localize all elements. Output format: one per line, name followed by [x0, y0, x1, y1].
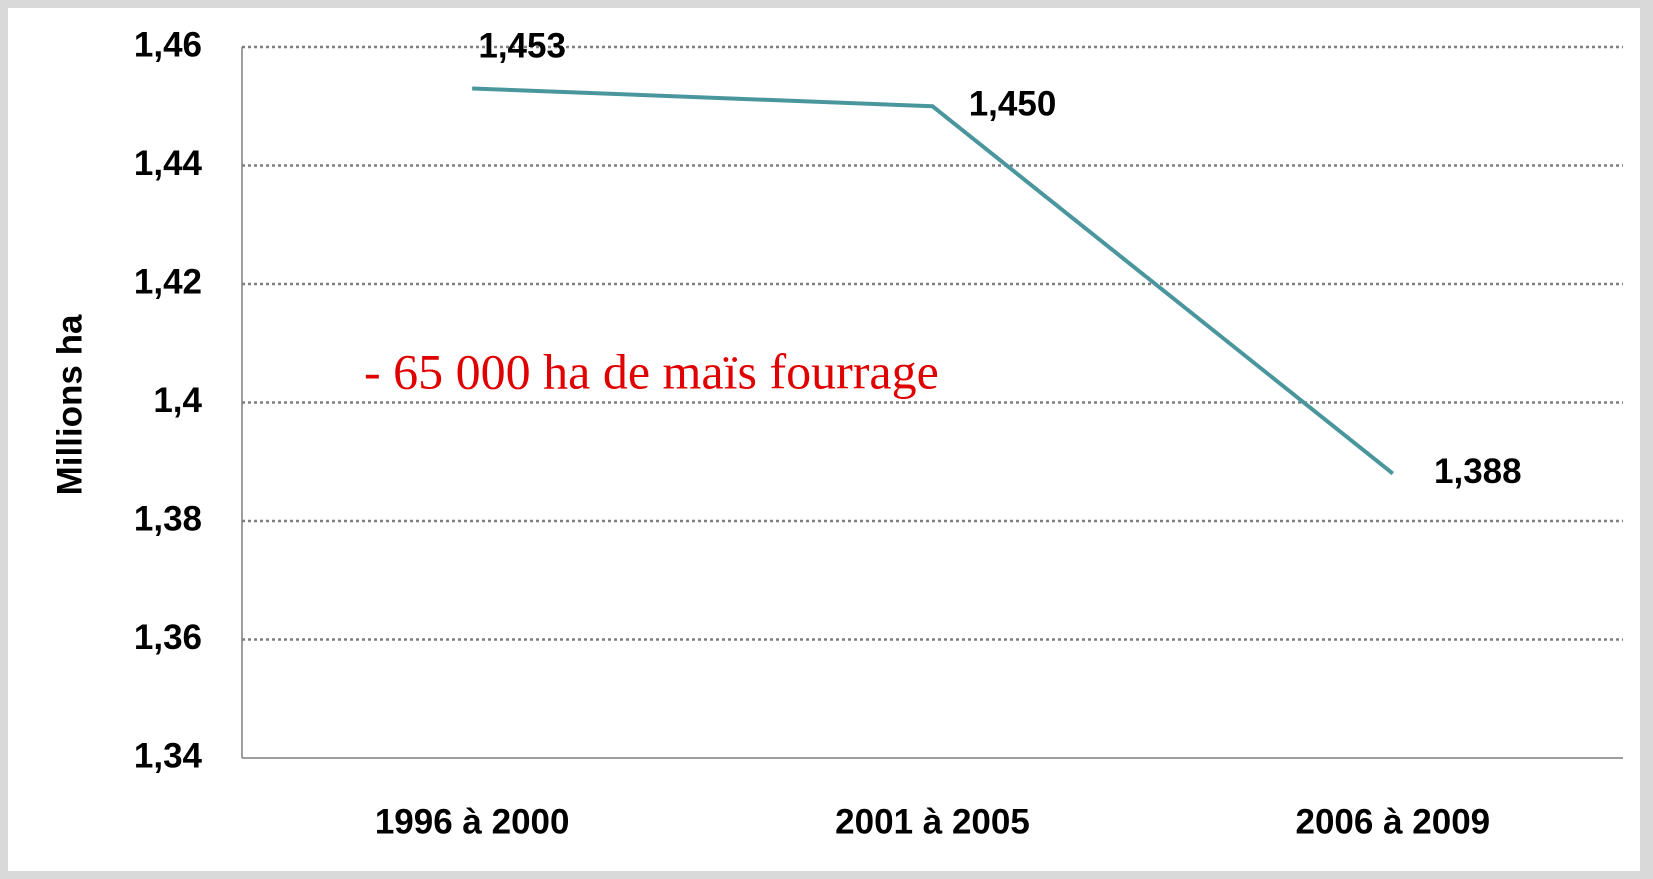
data-label: 1,450 — [969, 85, 1057, 124]
y-tick-label: 1,44 — [134, 144, 203, 183]
x-tick-label: 2001 à 2005 — [835, 802, 1030, 841]
line — [472, 86, 1395, 476]
y-tick-label: 1,38 — [134, 499, 202, 538]
annotation: - 65 000 ha de maïs fourrage — [364, 343, 939, 399]
y-tick-label: 1,36 — [134, 618, 202, 657]
y-tick-label: 1,4 — [153, 381, 202, 420]
y-tick-label: 1,42 — [134, 262, 202, 301]
x-tick-label: 1996 à 2000 — [375, 802, 570, 841]
data-label: 1,453 — [478, 27, 566, 66]
y-tick-label: 1,34 — [134, 736, 203, 775]
y-tick-label: 1,46 — [134, 25, 202, 64]
y-axis-label: Millions ha — [50, 314, 89, 495]
panel — [8, 8, 1640, 871]
data-label: 1,388 — [1434, 452, 1522, 491]
x-tick-label: 2006 à 2009 — [1296, 802, 1491, 841]
